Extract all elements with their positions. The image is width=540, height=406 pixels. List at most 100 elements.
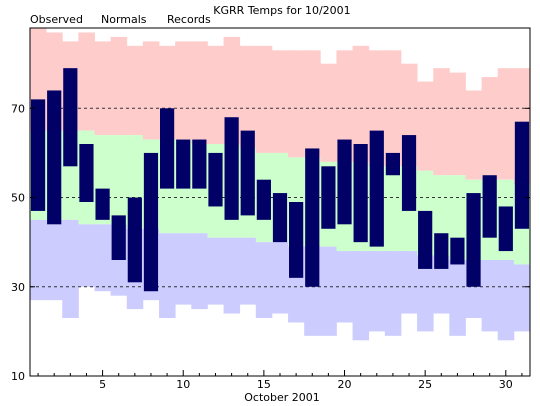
record-band-day-8 — [142, 41, 160, 140]
observed-bar-day-25 — [418, 210, 433, 269]
record-band-day-27 — [449, 72, 466, 176]
observed-bar-day-3 — [63, 68, 78, 167]
y-tick-label-10: 10 — [11, 370, 25, 383]
observed-bar-day-24 — [401, 135, 417, 211]
observed-bar-day-26 — [434, 233, 449, 269]
observed-bar-day-14 — [240, 130, 255, 216]
observed-bar-day-18 — [305, 148, 320, 287]
below-normal-band-day-22 — [368, 251, 386, 332]
observed-bar-day-20 — [337, 139, 352, 225]
record-band-day-14 — [239, 45, 257, 149]
below-normal-band-day-4 — [78, 224, 95, 287]
chart-title: KGRR Temps for 10/2001 — [213, 4, 350, 17]
record-band-day-16 — [271, 50, 289, 153]
observed-bar-day-16 — [272, 193, 288, 243]
record-band-day-7 — [126, 45, 144, 136]
record-band-day-10 — [175, 41, 192, 140]
record-band-day-20 — [336, 50, 353, 162]
observed-bar-day-17 — [289, 202, 304, 278]
observed-bar-day-4 — [79, 144, 94, 202]
observed-bar-day-7 — [127, 197, 142, 283]
observed-bar-day-15 — [256, 179, 271, 220]
record-band-day-4 — [78, 32, 95, 131]
x-tick-label-30: 30 — [499, 378, 513, 391]
below-normal-band-day-27 — [449, 260, 466, 336]
observed-bar-day-1 — [30, 99, 46, 211]
y-tick-label-30: 30 — [11, 281, 25, 294]
below-normal-band-day-5 — [94, 224, 112, 292]
observed-bar-day-12 — [208, 152, 223, 207]
record-band-day-21 — [352, 45, 370, 162]
below-normal-band-day-12 — [207, 237, 224, 305]
plot-bands — [30, 28, 531, 341]
observed-bar-day-10 — [176, 139, 191, 189]
below-normal-band-day-16 — [271, 242, 289, 314]
legend-records: Records — [167, 13, 211, 26]
x-tick-label-20: 20 — [338, 378, 352, 391]
below-normal-band-day-23 — [384, 251, 402, 336]
observed-bar-day-29 — [482, 175, 497, 238]
below-normal-band-day-30 — [497, 260, 515, 341]
observed-bar-day-31 — [514, 121, 530, 229]
normal-band-day-23 — [384, 166, 402, 252]
normal-band-day-6 — [110, 135, 128, 225]
legend-normals: Normals — [101, 13, 147, 26]
below-normal-band-day-11 — [191, 233, 208, 310]
below-normal-band-day-21 — [352, 251, 370, 341]
x-tick-label-10: 10 — [176, 378, 190, 391]
observed-bar-day-11 — [192, 139, 207, 189]
x-tick-label-25: 25 — [418, 378, 432, 391]
observed-bar-day-6 — [111, 215, 126, 260]
observed-bar-day-19 — [321, 166, 336, 229]
observed-bar-day-9 — [160, 108, 175, 189]
record-band-day-18 — [304, 50, 321, 158]
below-normal-band-day-2 — [46, 219, 63, 301]
below-normal-band-day-24 — [400, 251, 418, 314]
observed-bar-day-27 — [450, 237, 465, 265]
record-band-day-11 — [191, 41, 208, 145]
observed-bars — [30, 68, 530, 292]
y-tick-label-50: 50 — [11, 192, 25, 205]
below-normal-band-day-13 — [223, 237, 241, 314]
x-tick-label-15: 15 — [257, 378, 271, 391]
below-normal-band-day-10 — [175, 233, 192, 305]
y-tick-label-70: 70 — [11, 102, 25, 115]
record-band-day-6 — [110, 36, 128, 136]
record-band-day-25 — [417, 81, 434, 171]
record-band-day-15 — [255, 45, 273, 153]
record-band-day-17 — [288, 50, 305, 158]
observed-bar-day-28 — [466, 193, 481, 287]
x-tick-label-5: 5 — [99, 378, 106, 391]
below-normal-band-day-14 — [239, 237, 257, 305]
below-normal-band-day-19 — [320, 246, 337, 336]
record-band-day-29 — [481, 77, 499, 180]
below-normal-band-day-1 — [30, 219, 47, 301]
plot-grid — [30, 107, 530, 288]
below-normal-band-day-26 — [433, 255, 450, 314]
observed-bar-day-8 — [143, 152, 159, 292]
below-normal-band-day-9 — [159, 233, 176, 318]
record-band-day-26 — [433, 68, 450, 176]
observed-bar-day-2 — [47, 90, 62, 225]
observed-bar-day-21 — [353, 144, 368, 243]
below-normal-band-day-29 — [481, 260, 499, 332]
record-band-day-19 — [320, 63, 337, 162]
record-band-day-30 — [497, 68, 515, 180]
record-band-day-28 — [465, 90, 483, 180]
below-normal-band-day-25 — [417, 255, 434, 332]
below-normal-band-day-15 — [255, 242, 273, 318]
observed-bar-day-5 — [95, 188, 110, 220]
below-normal-band-day-3 — [62, 219, 79, 318]
observed-bar-day-22 — [369, 130, 384, 247]
record-band-day-12 — [207, 45, 224, 144]
axes: 10 30 50 70 5 10 15 20 25 30 — [11, 102, 530, 391]
record-band-day-5 — [94, 41, 112, 136]
legend-observed: Observed — [30, 13, 83, 26]
observed-bar-day-23 — [385, 152, 400, 176]
below-normal-band-day-31 — [513, 264, 531, 332]
observed-bar-day-30 — [498, 206, 513, 252]
x-axis-label: October 2001 — [244, 391, 320, 404]
record-band-day-23 — [384, 50, 402, 167]
observed-bar-day-13 — [224, 117, 239, 220]
